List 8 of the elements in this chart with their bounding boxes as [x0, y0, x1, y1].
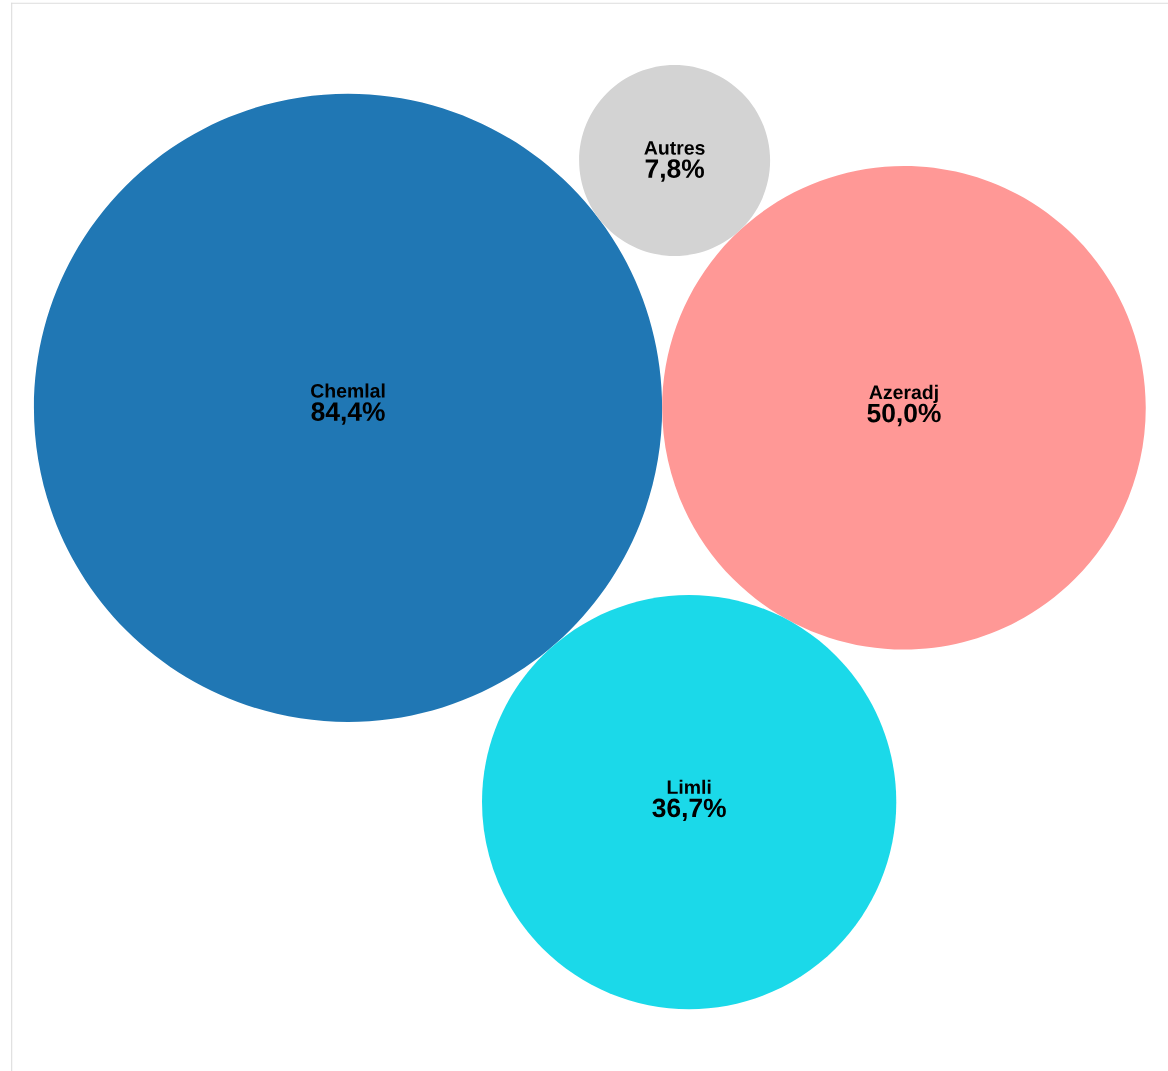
category-label: Autres [644, 141, 705, 155]
data-label: 7,8% [645, 159, 704, 182]
data-label: 50,0% [867, 403, 941, 427]
category-label: Azeradj [869, 384, 938, 403]
category-label: Limli [667, 779, 711, 794]
data-label: 36,7% [652, 798, 726, 822]
category-label: Chemlal [311, 383, 385, 398]
data-label: 84,4% [311, 402, 385, 425]
